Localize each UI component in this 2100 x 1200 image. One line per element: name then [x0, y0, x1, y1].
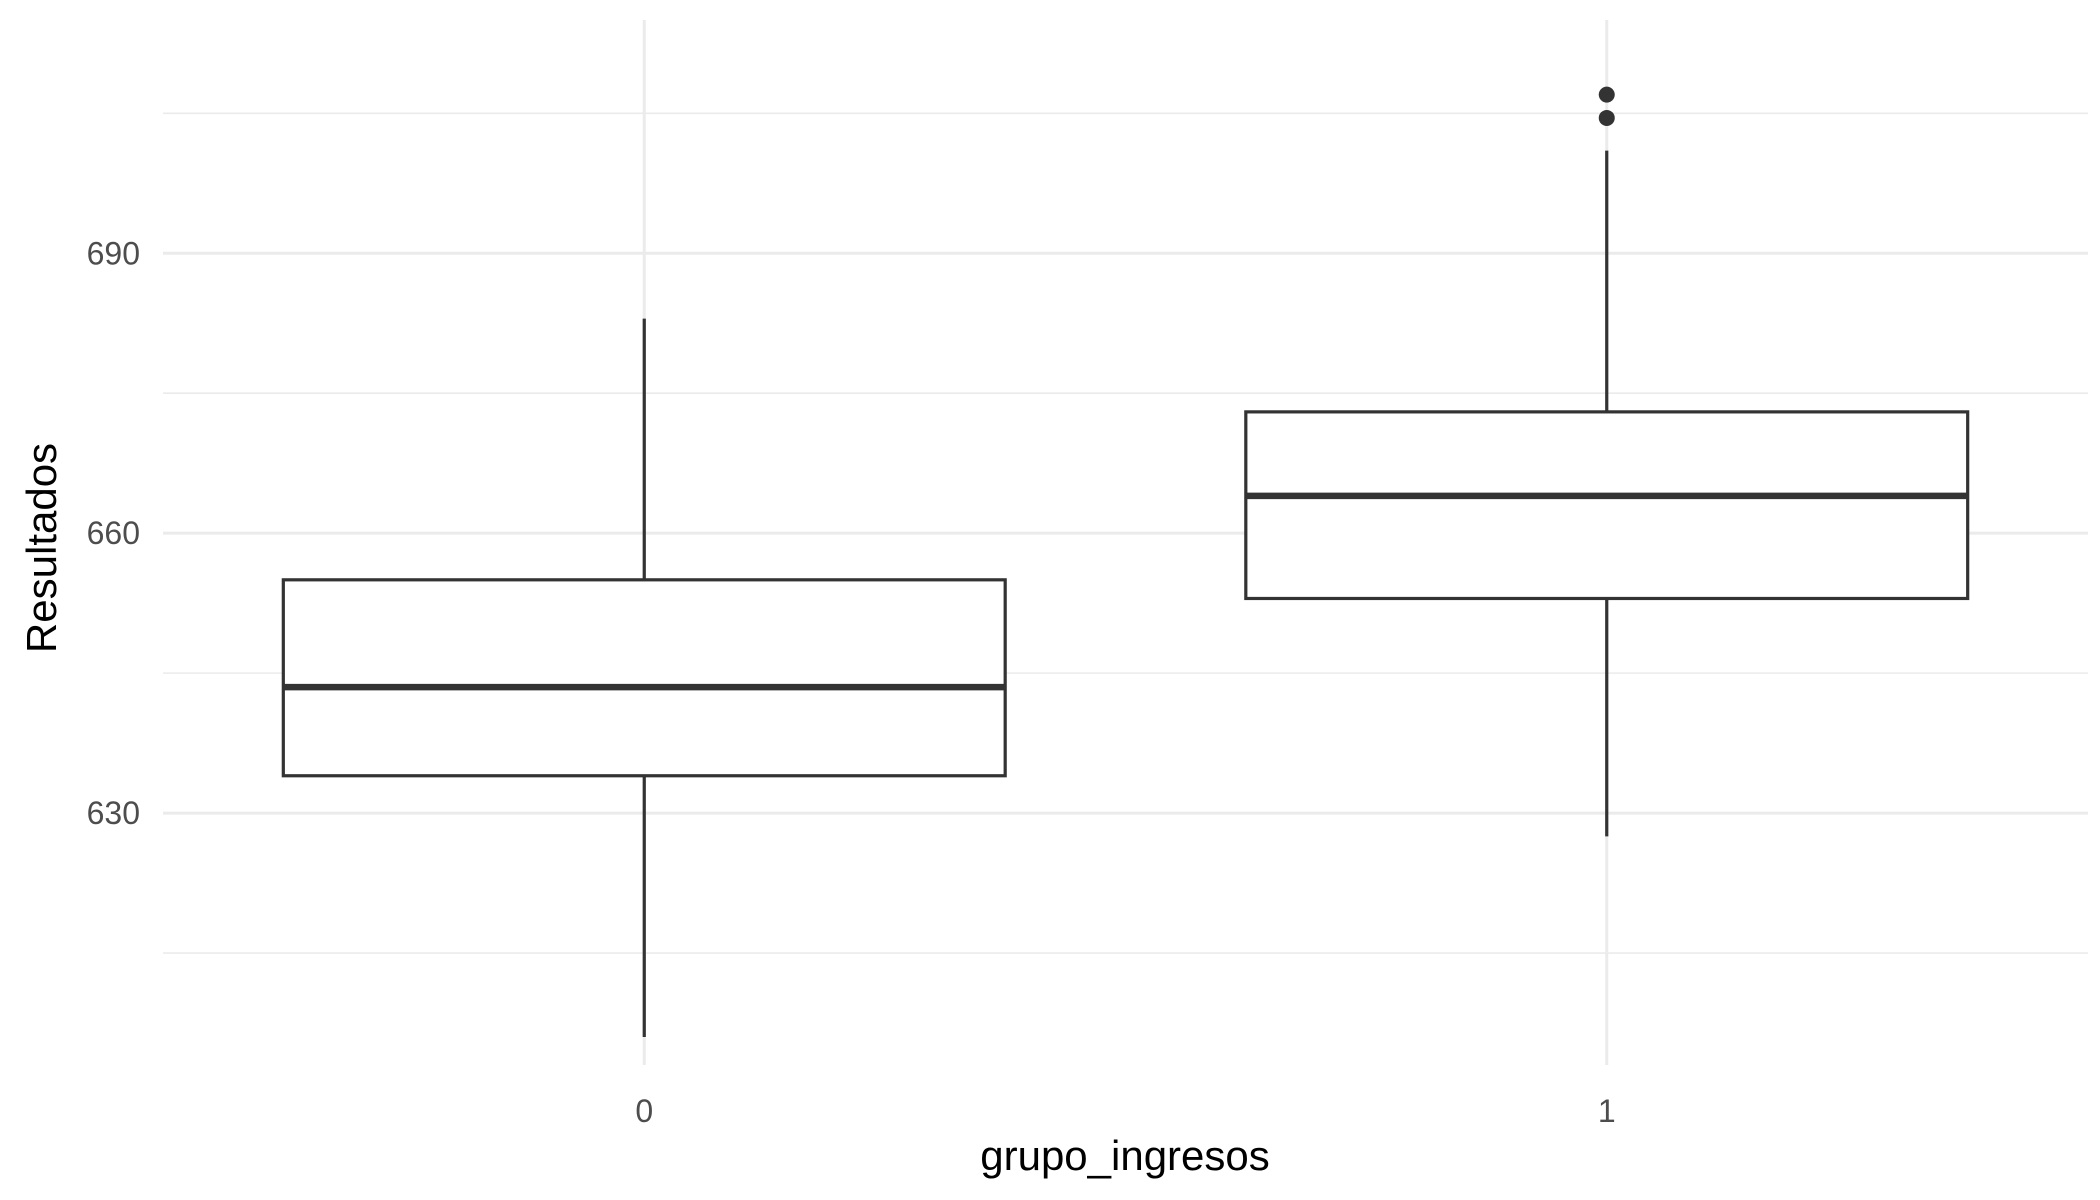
x-axis-title: grupo_ingresos — [980, 1132, 1270, 1179]
x-tick-label: 1 — [1598, 1093, 1616, 1129]
box-iqr — [1244, 410, 1970, 601]
boxes-layer — [281, 86, 1970, 1038]
outlier-point — [1598, 86, 1615, 103]
y-axis-title: Resultados — [18, 443, 65, 653]
y-tick-label: 690 — [87, 235, 140, 271]
y-tick-label: 630 — [87, 795, 140, 831]
tick-labels: 630 660 690 0 1 — [87, 235, 1616, 1129]
box-group-0 — [281, 318, 1007, 1038]
box-iqr — [281, 578, 1007, 778]
y-tick-label: 660 — [87, 515, 140, 551]
x-tick-label: 0 — [635, 1093, 653, 1129]
box-group-1 — [1244, 86, 1970, 837]
outlier-point — [1598, 109, 1615, 126]
